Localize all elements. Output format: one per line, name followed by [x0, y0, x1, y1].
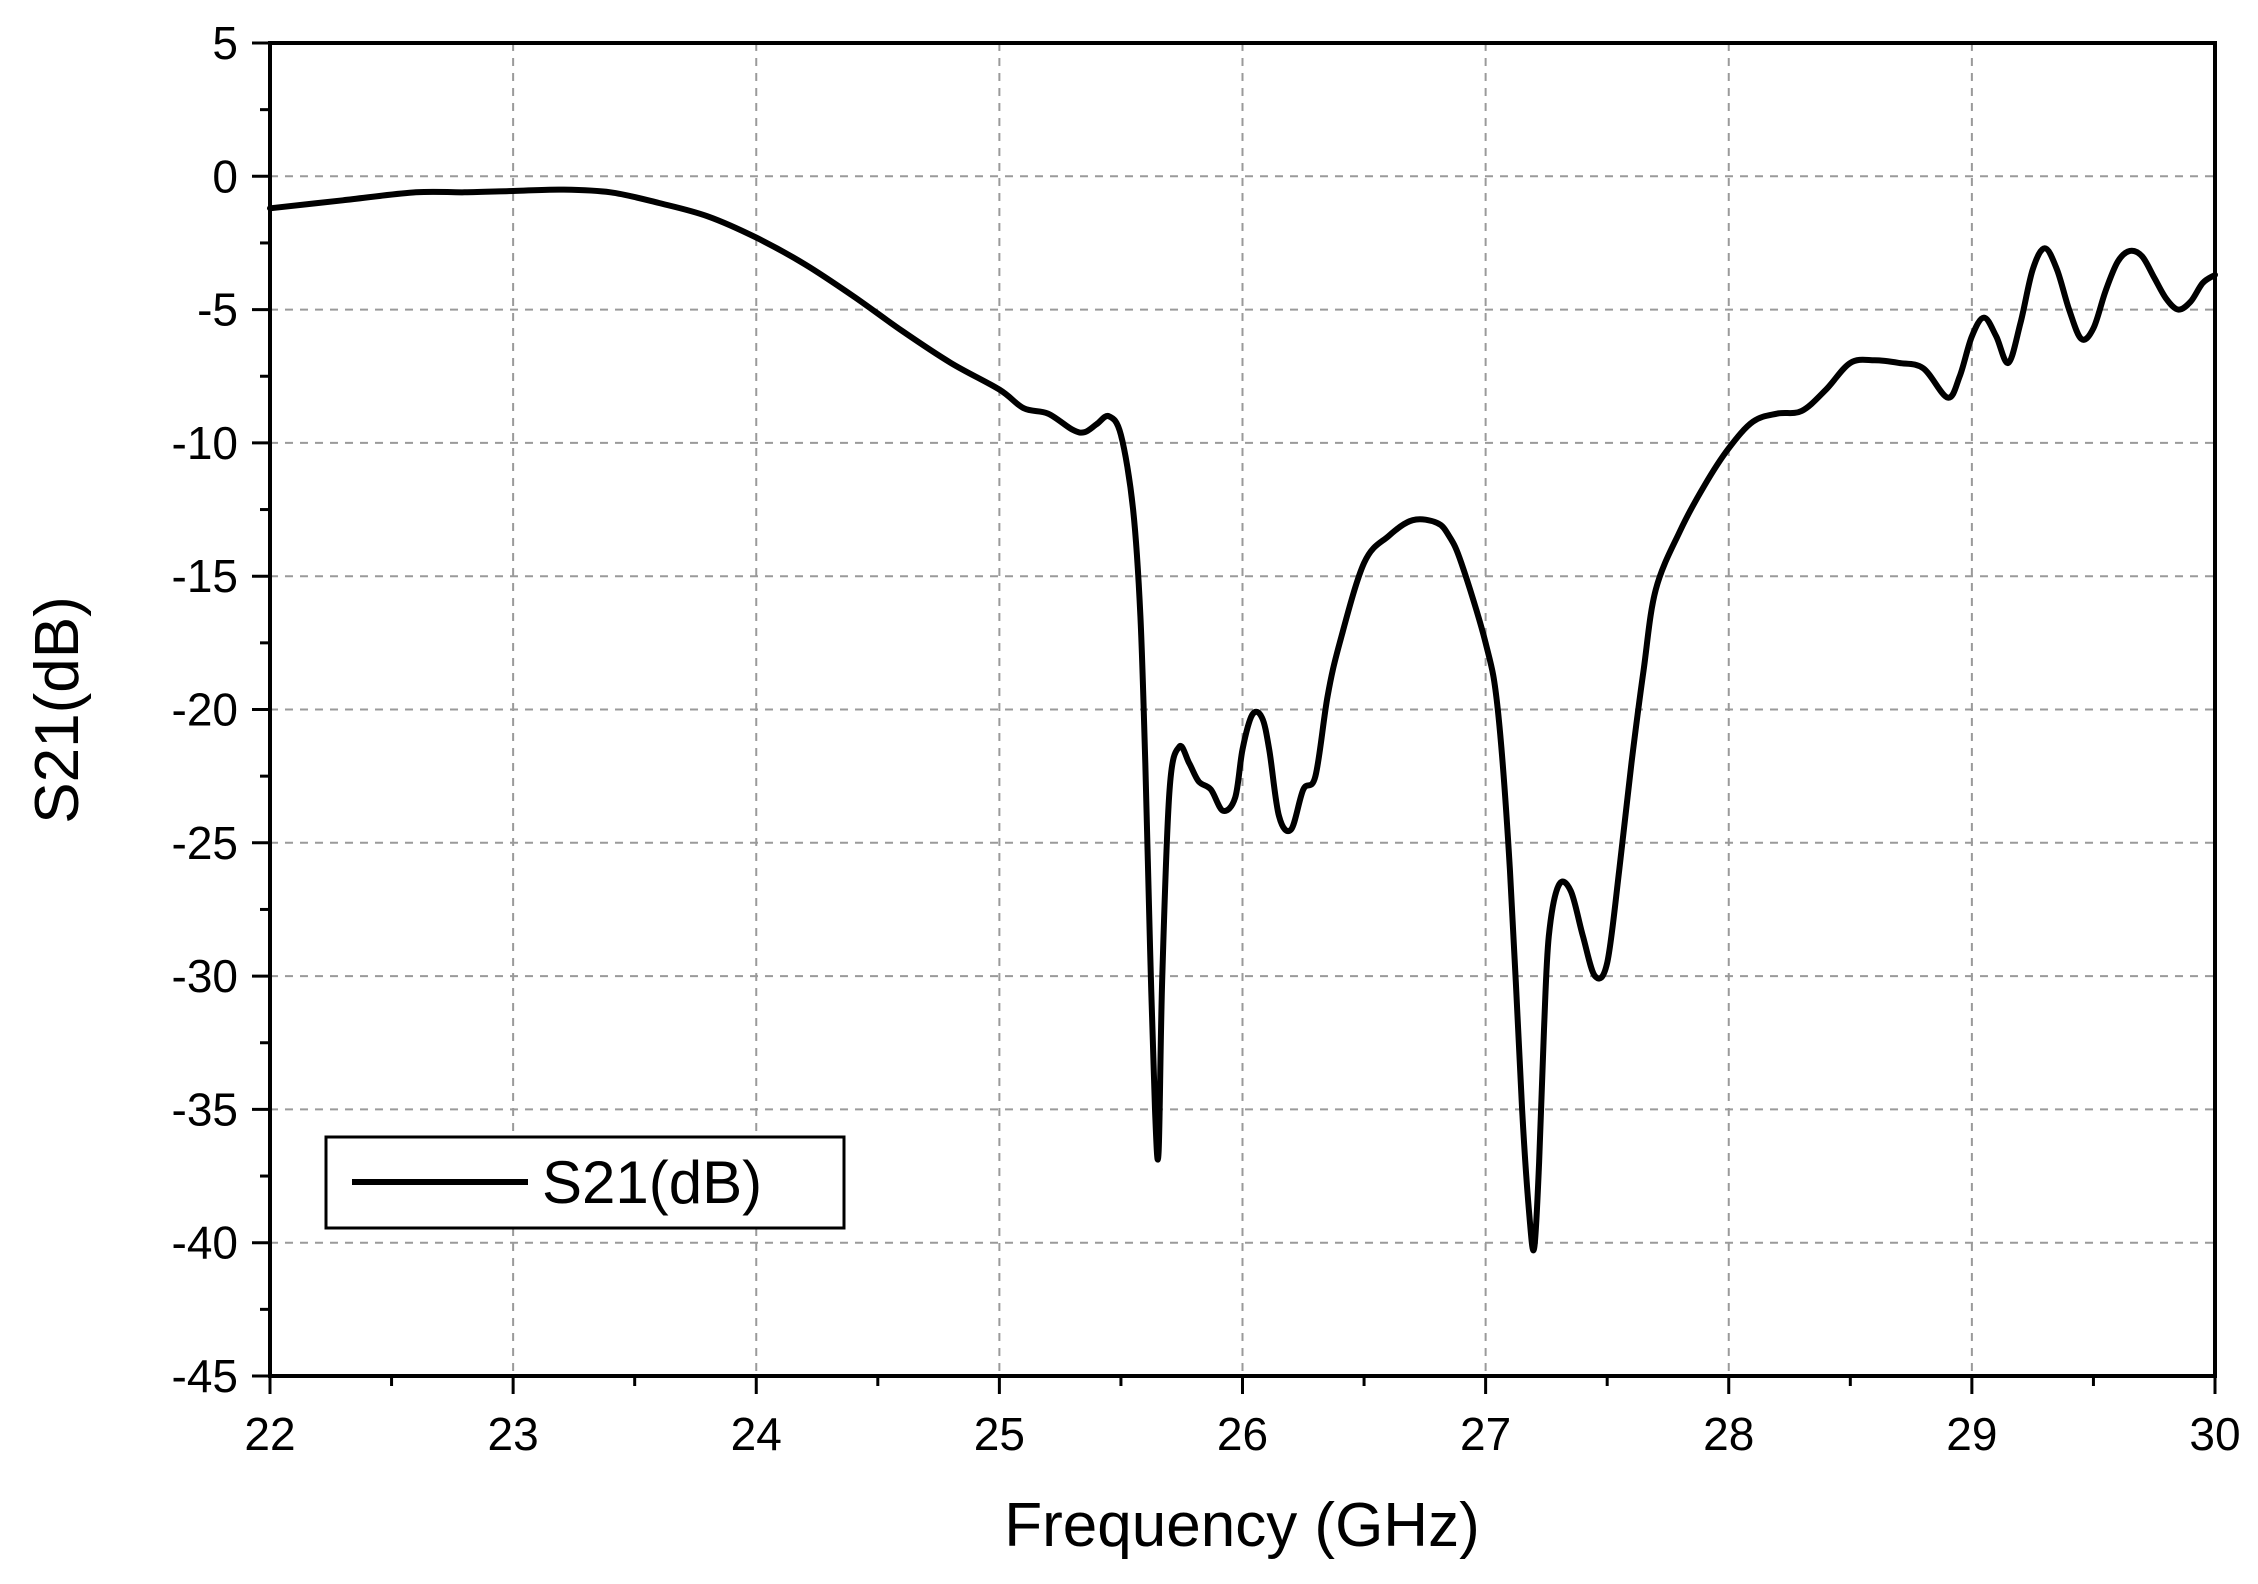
x-tick-labels: 22 23 24 25 26 27 28 29 30 — [244, 1408, 2240, 1460]
y-tick-label: -40 — [172, 1217, 238, 1269]
x-tick-label: 26 — [1217, 1408, 1268, 1460]
legend: S21(dB) — [324, 1135, 846, 1230]
y-tick-label: 5 — [212, 17, 238, 69]
y-tick-label: -15 — [172, 550, 238, 602]
y-axis-title: S21(dB) — [23, 596, 92, 823]
tick-marks — [252, 41, 2217, 1394]
y-tick-labels: 5 0 -5 -10 -15 -20 -25 -30 -35 -40 -45 — [172, 17, 238, 1402]
y-tick-label: -45 — [172, 1350, 238, 1402]
x-tick-label: 23 — [488, 1408, 539, 1460]
x-tick-label: 30 — [2189, 1408, 2240, 1460]
x-tick-label: 27 — [1460, 1408, 1511, 1460]
legend-entry-label: S21(dB) — [542, 1149, 762, 1216]
y-tick-label: -5 — [197, 284, 238, 336]
x-tick-label: 22 — [244, 1408, 295, 1460]
x-tick-label: 24 — [731, 1408, 782, 1460]
x-tick-label: 29 — [1946, 1408, 1997, 1460]
x-axis-title: Frequency (GHz) — [1004, 1491, 1479, 1560]
y-tick-label: 0 — [212, 150, 238, 202]
y-tick-label: -35 — [172, 1083, 238, 1135]
x-tick-label: 28 — [1703, 1408, 1754, 1460]
y-tick-label: -10 — [172, 417, 238, 469]
y-tick-label: -30 — [172, 950, 238, 1002]
y-tick-label: -20 — [172, 684, 238, 736]
y-tick-label: -25 — [172, 817, 238, 869]
series-line-s21 — [267, 186, 2218, 1254]
x-tick-label: 25 — [974, 1408, 1025, 1460]
series-layer — [267, 186, 2218, 1254]
